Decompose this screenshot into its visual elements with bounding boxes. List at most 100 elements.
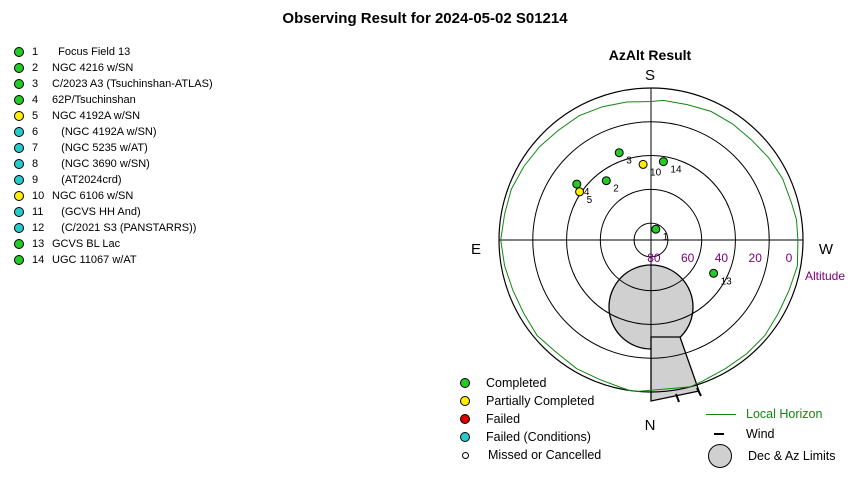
azalt-title: AzAlt Result — [609, 47, 692, 63]
status-dot-icon — [14, 143, 24, 153]
legend-label: Failed — [486, 412, 521, 426]
compass-north: N — [645, 417, 656, 434]
target-item: 2 NGC 4216 w/SN — [14, 60, 213, 76]
page-title: Observing Result for 2024-05-02 S01214 — [282, 10, 568, 27]
target-number: 3 — [32, 78, 39, 90]
target-number: 4 — [32, 94, 39, 106]
legend-dot-icon — [462, 451, 469, 459]
target-number: 9 — [32, 174, 39, 186]
target-marker — [709, 268, 719, 278]
target-name: NGC 4216 w/SN — [52, 62, 134, 74]
altitude-tick-label: 60 — [681, 251, 695, 265]
legend-label: Completed — [486, 376, 547, 390]
legend-item: Partially Completed — [460, 394, 594, 408]
status-dot-icon — [14, 95, 24, 105]
target-name: (NGC 3690 w/SN) — [52, 158, 150, 170]
target-item: 7 (NGC 5235 w/AT) — [14, 140, 213, 156]
status-dot-icon — [14, 255, 24, 265]
legend-horizon: Local Horizon — [706, 407, 822, 421]
compass-south: S — [645, 67, 655, 84]
legend-dot-icon — [460, 396, 470, 406]
status-dot-icon — [14, 191, 24, 201]
target-marker-label: 13 — [721, 276, 733, 287]
status-dot-icon — [14, 207, 24, 217]
target-name: (GCVS HH And) — [52, 206, 141, 218]
target-name: C/2023 A3 (Tsuchinshan-ATLAS) — [52, 78, 213, 90]
target-number: 11 — [32, 206, 44, 218]
target-item: 3 C/2023 A3 (Tsuchinshan-ATLAS) — [14, 76, 213, 92]
target-number: 1 — [32, 46, 39, 58]
legend-item: Completed — [460, 376, 546, 390]
legend-label: Wind — [746, 427, 775, 441]
status-dot-icon — [14, 127, 24, 137]
legend-label: Missed or Cancelled — [488, 448, 602, 462]
target-name: NGC 6106 w/SN — [52, 190, 134, 202]
target-item: 13 GCVS BL Lac — [14, 236, 213, 252]
horizon-line-icon — [706, 413, 736, 415]
legend-label: Partially Completed — [486, 394, 595, 408]
target-number: 14 — [32, 254, 45, 266]
target-marker — [575, 187, 585, 197]
target-number: 2 — [32, 62, 39, 74]
target-name: NGC 4192A w/SN — [52, 110, 141, 122]
target-name: Focus Field 13 — [52, 46, 131, 58]
target-marker-label: 10 — [650, 167, 662, 178]
legend-item: Failed (Conditions) — [460, 430, 591, 444]
altitude-tick-label: 20 — [749, 251, 763, 265]
target-number: 8 — [32, 158, 39, 170]
wind-mark — [696, 387, 702, 397]
legend-label: Local Horizon — [746, 407, 823, 421]
target-marker — [638, 159, 648, 169]
legend-dot-icon — [460, 378, 470, 388]
target-item: 4 62P/Tsuchinshan — [14, 92, 213, 108]
altitude-tick-label: 80 — [647, 251, 661, 265]
altitude-axis-label: Altitude — [805, 269, 845, 283]
target-marker-label: 2 — [613, 184, 619, 195]
target-item: 10 NGC 6106 w/SN — [14, 188, 213, 204]
target-item: 8 (NGC 3690 w/SN) — [14, 156, 213, 172]
status-dot-icon — [14, 111, 24, 121]
status-dot-icon — [14, 175, 24, 185]
target-marker-label: 1 — [663, 232, 669, 243]
wind-mark — [675, 393, 680, 403]
legend-limits: Dec & Az Limits — [708, 444, 836, 468]
status-dot-icon — [14, 47, 24, 57]
target-item: 1 Focus Field 13 — [14, 44, 213, 60]
target-marker — [658, 157, 668, 167]
local-horizon-line — [500, 99, 799, 392]
altitude-tick-label: 40 — [715, 251, 729, 265]
legend-wind: Wind — [714, 427, 774, 441]
limits-region — [608, 264, 700, 402]
target-number: 12 — [32, 222, 45, 234]
legend-item: Missed or Cancelled — [460, 448, 601, 462]
target-name: UGC 11067 w/AT — [52, 254, 137, 266]
target-item: 12 (C/2021 S3 (PANSTARRS)) — [14, 220, 213, 236]
legend-item: Failed — [460, 412, 520, 426]
compass-west: W — [819, 241, 834, 258]
target-marker-label: 5 — [587, 195, 593, 206]
legend-dot-icon — [460, 432, 470, 442]
limits-circle-icon — [708, 444, 732, 468]
status-dot-icon — [14, 63, 24, 73]
target-marker-label: 14 — [670, 165, 682, 176]
status-dot-icon — [14, 159, 24, 169]
target-name: GCVS BL Lac — [52, 238, 121, 250]
target-name: (NGC 4192A w/SN) — [52, 126, 157, 138]
target-number: 6 — [32, 126, 39, 138]
target-item: 11 (GCVS HH And) — [14, 204, 213, 220]
compass-east: E — [471, 241, 481, 258]
target-number: 13 — [32, 238, 45, 250]
target-item: 9 (AT2024crd) — [14, 172, 213, 188]
target-marker-label: 3 — [626, 156, 632, 167]
target-marker — [651, 224, 661, 234]
status-dot-icon — [14, 79, 24, 89]
target-name: 62P/Tsuchinshan — [52, 94, 136, 106]
target-number: 5 — [32, 110, 39, 122]
target-list: 1 Focus Field 13 2 NGC 4216 w/SN 3 C/2023 A3… — [14, 44, 213, 268]
target-marker — [572, 179, 582, 189]
target-name: (AT2024crd) — [52, 174, 122, 186]
status-dot-icon — [14, 223, 24, 233]
target-item: 14 UGC 11067 w/AT — [14, 252, 213, 268]
target-name: (C/2021 S3 (PANSTARRS)) — [52, 222, 197, 234]
target-marker — [614, 148, 624, 158]
